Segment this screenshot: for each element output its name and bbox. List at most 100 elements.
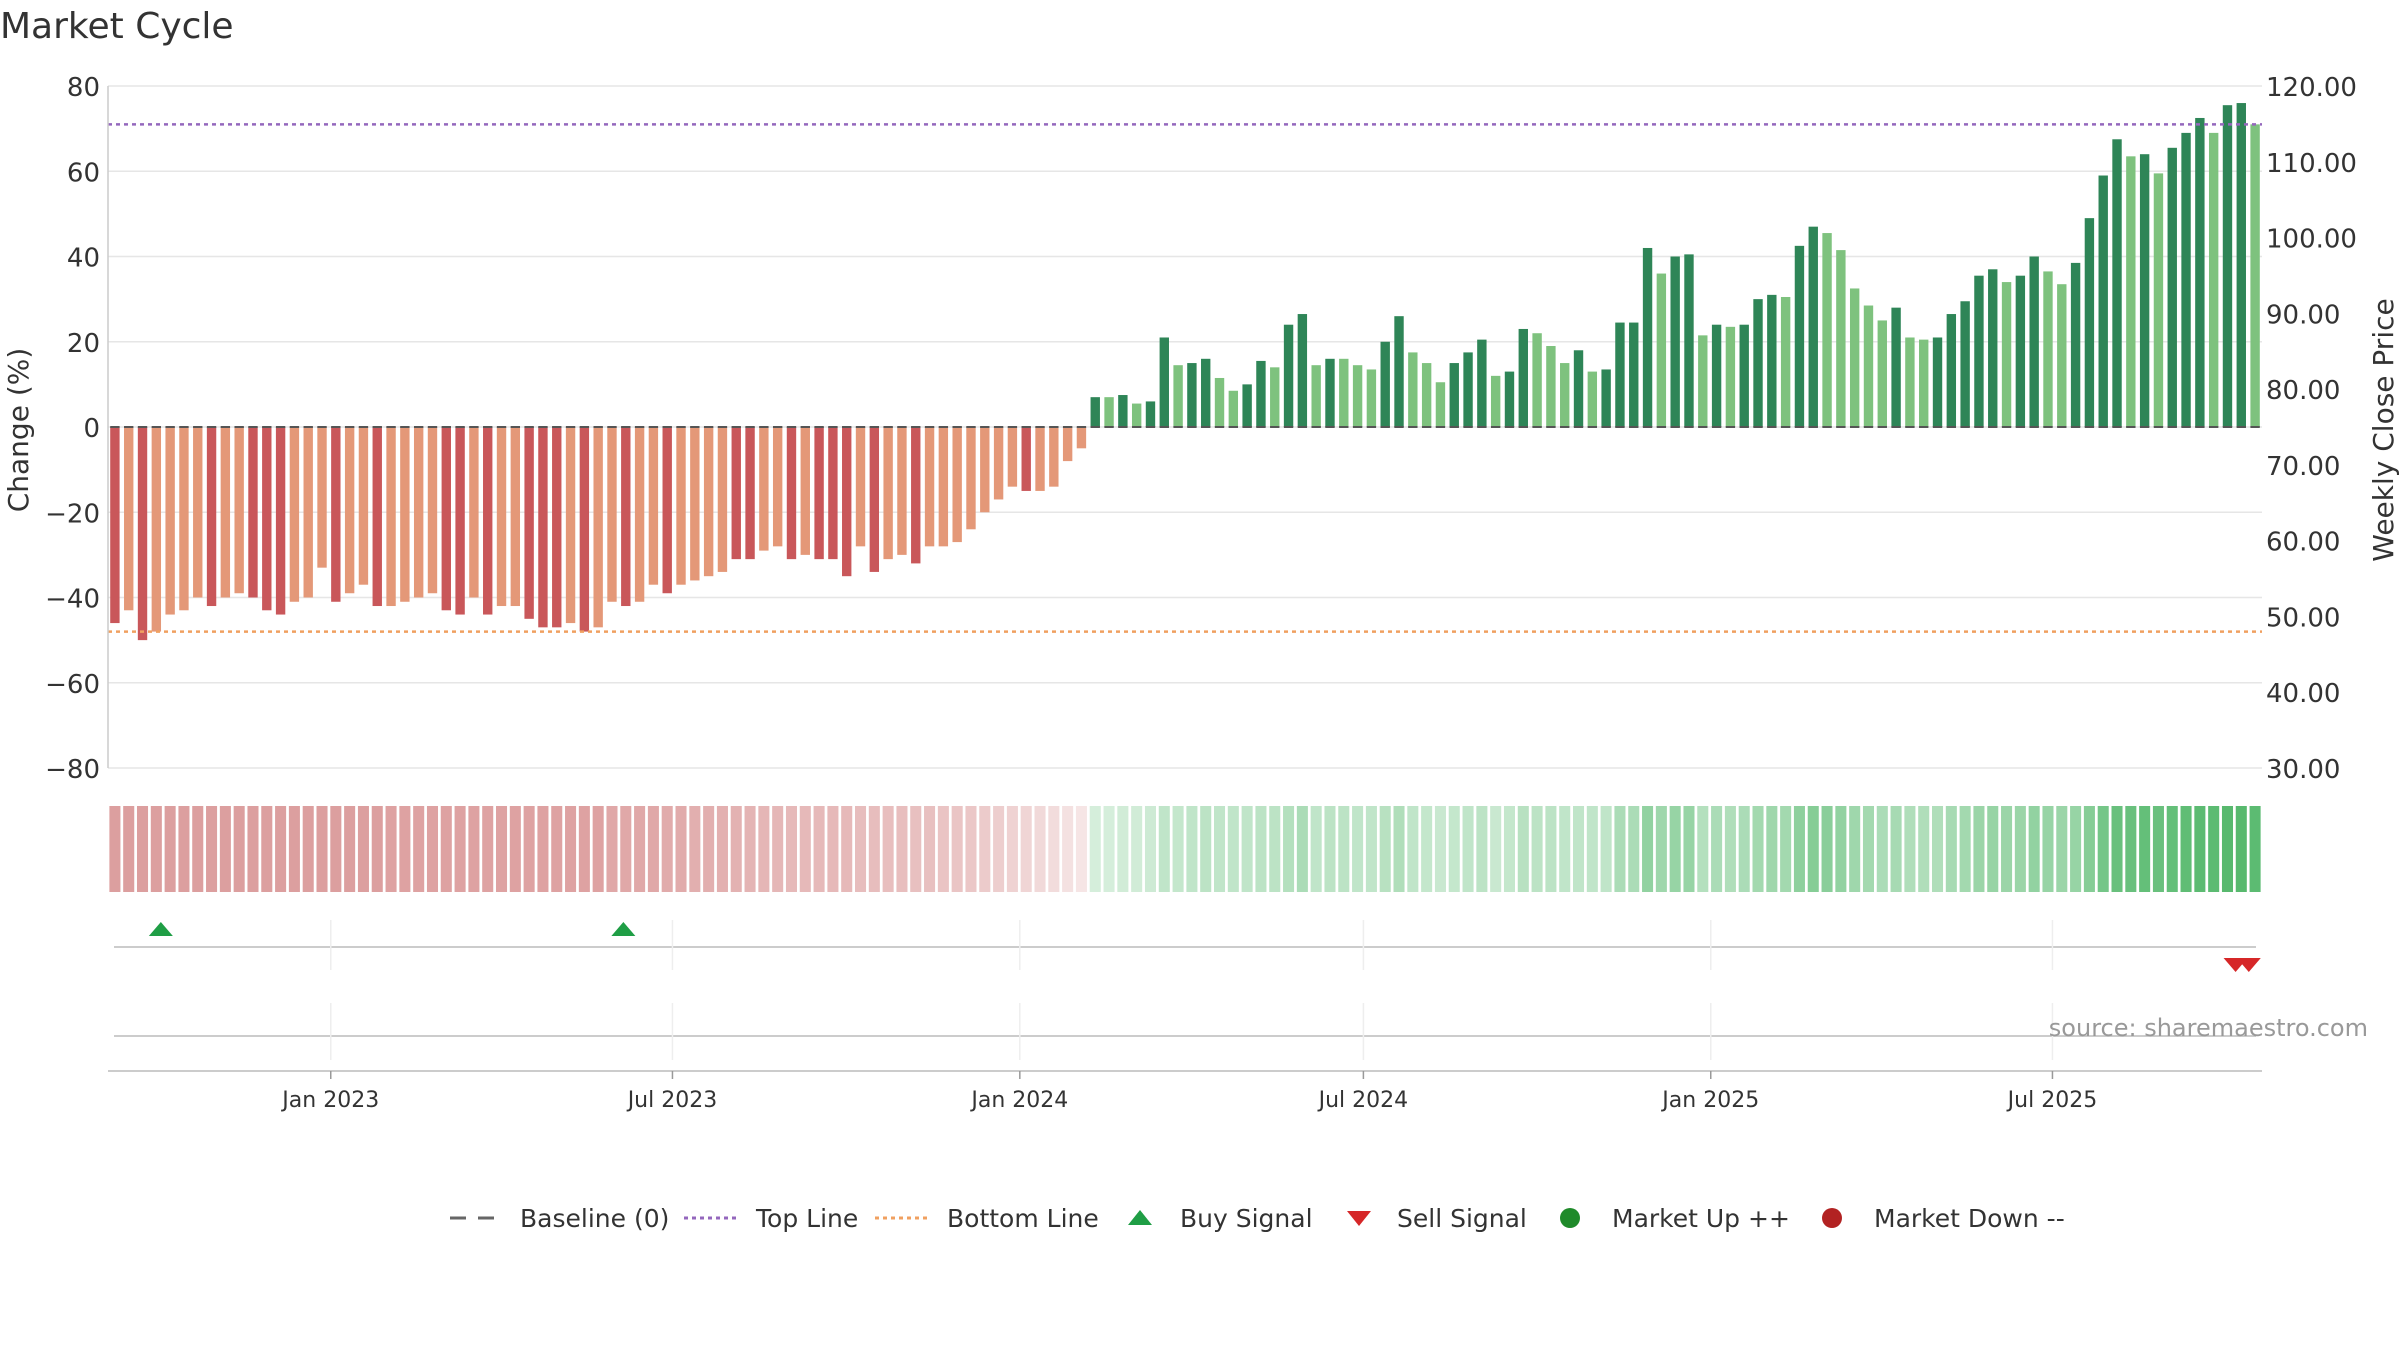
heat-cell	[1448, 806, 1460, 892]
bar	[883, 427, 893, 560]
heat-cell	[1738, 806, 1750, 892]
buy-signal-marker	[148, 922, 173, 936]
bar	[2181, 132, 2191, 427]
heat-cell	[1835, 806, 1847, 892]
bar	[124, 427, 134, 611]
heat-cell	[2097, 806, 2109, 892]
heat-cell	[509, 806, 521, 892]
heat-cell	[2083, 806, 2095, 892]
bar	[1021, 427, 1031, 491]
legend-label: Baseline (0)	[520, 1204, 669, 1233]
heat-cell	[164, 806, 176, 892]
heat-cell	[951, 806, 963, 892]
y-tick-label: 80	[67, 73, 100, 103]
sell-signal-marker	[2236, 958, 2261, 972]
heat-cell	[1904, 806, 1916, 892]
heat-cell	[482, 806, 494, 892]
bar	[2015, 275, 2026, 427]
bar	[1891, 307, 1901, 427]
heat-cell	[1545, 806, 1557, 892]
heat-cell	[1296, 806, 1308, 892]
heat-cell	[2028, 806, 2040, 892]
heat-cell	[2070, 806, 2082, 892]
bar	[510, 427, 521, 607]
heat-cell	[1172, 806, 1184, 892]
legend-circle-icon	[1560, 1208, 1580, 1228]
bar	[1035, 427, 1045, 491]
legend-label: Market Up ++	[1612, 1204, 1790, 1233]
heat-cell	[578, 806, 590, 892]
heat-cell	[1062, 806, 1074, 892]
bar	[1270, 367, 1280, 427]
heat-cell	[634, 806, 646, 892]
bar	[1090, 397, 1100, 427]
legend-buy-icon	[1128, 1210, 1152, 1225]
heat-cell	[772, 806, 784, 892]
bar	[2195, 117, 2205, 427]
heat-cell	[1959, 806, 1971, 892]
bar	[1684, 254, 1694, 427]
heat-cell	[2001, 806, 2013, 892]
heat-cell	[1655, 806, 1667, 892]
bar	[1877, 320, 1887, 427]
x-tick-label: Jan 2025	[1660, 1088, 1759, 1113]
heat-cell	[454, 806, 466, 892]
heat-cell	[647, 806, 659, 892]
bar	[303, 427, 313, 598]
heat-cell	[592, 806, 604, 892]
bar	[1408, 352, 1418, 427]
y2-tick-label: 80.00	[2266, 376, 2340, 406]
heat-cell	[537, 806, 549, 892]
heat-cell	[1283, 806, 1295, 892]
bar	[1173, 365, 1183, 427]
heat-cell	[2208, 806, 2220, 892]
bar	[855, 427, 866, 547]
heat-cell	[330, 806, 342, 892]
heat-cell	[1890, 806, 1902, 892]
bar	[2043, 271, 2053, 427]
legend-sell-icon	[1347, 1211, 1371, 1226]
heat-cell	[1931, 806, 1944, 892]
bar	[1049, 427, 1059, 487]
heat-cell	[219, 806, 231, 892]
heat-cell	[1669, 806, 1681, 892]
heat-cell	[965, 806, 977, 892]
heat-cell	[1006, 806, 1018, 892]
bar	[2139, 154, 2150, 427]
bar	[1490, 375, 1501, 427]
signal-panel	[114, 920, 2261, 1060]
bar	[262, 427, 272, 611]
bar	[1711, 324, 1722, 427]
bar	[1808, 226, 1818, 427]
heat-cell	[1255, 806, 1267, 892]
heat-cell	[937, 806, 949, 892]
legend-circle-icon	[1822, 1208, 1842, 1228]
bar	[1421, 363, 1432, 427]
bar	[2112, 139, 2122, 427]
heat-cell	[675, 806, 687, 892]
heat-cell	[2180, 806, 2192, 892]
heat-cell	[1517, 806, 1529, 892]
heat-cell	[247, 806, 259, 892]
heat-cell	[1020, 806, 1032, 892]
bar	[1187, 363, 1197, 427]
heat-cell	[1103, 806, 1115, 892]
heat-cell	[1821, 806, 1833, 892]
heat-cell	[1227, 806, 1239, 892]
x-tick-label: Jul 2023	[626, 1088, 718, 1113]
bar	[2236, 103, 2246, 428]
bar	[690, 427, 700, 581]
heat-cell	[854, 806, 867, 892]
y2-tick-label: 90.00	[2266, 300, 2340, 330]
bar	[1007, 427, 1018, 487]
bar	[1615, 322, 1625, 427]
x-tick-label: Jan 2024	[969, 1088, 1068, 1113]
bar	[1477, 339, 1487, 427]
heat-cell	[178, 806, 190, 892]
bar	[1932, 337, 1943, 427]
heat-cell	[233, 806, 245, 892]
bar	[814, 427, 824, 560]
heat-cell	[1158, 806, 1170, 892]
heat-cell	[1918, 806, 1930, 892]
bar	[911, 427, 921, 564]
